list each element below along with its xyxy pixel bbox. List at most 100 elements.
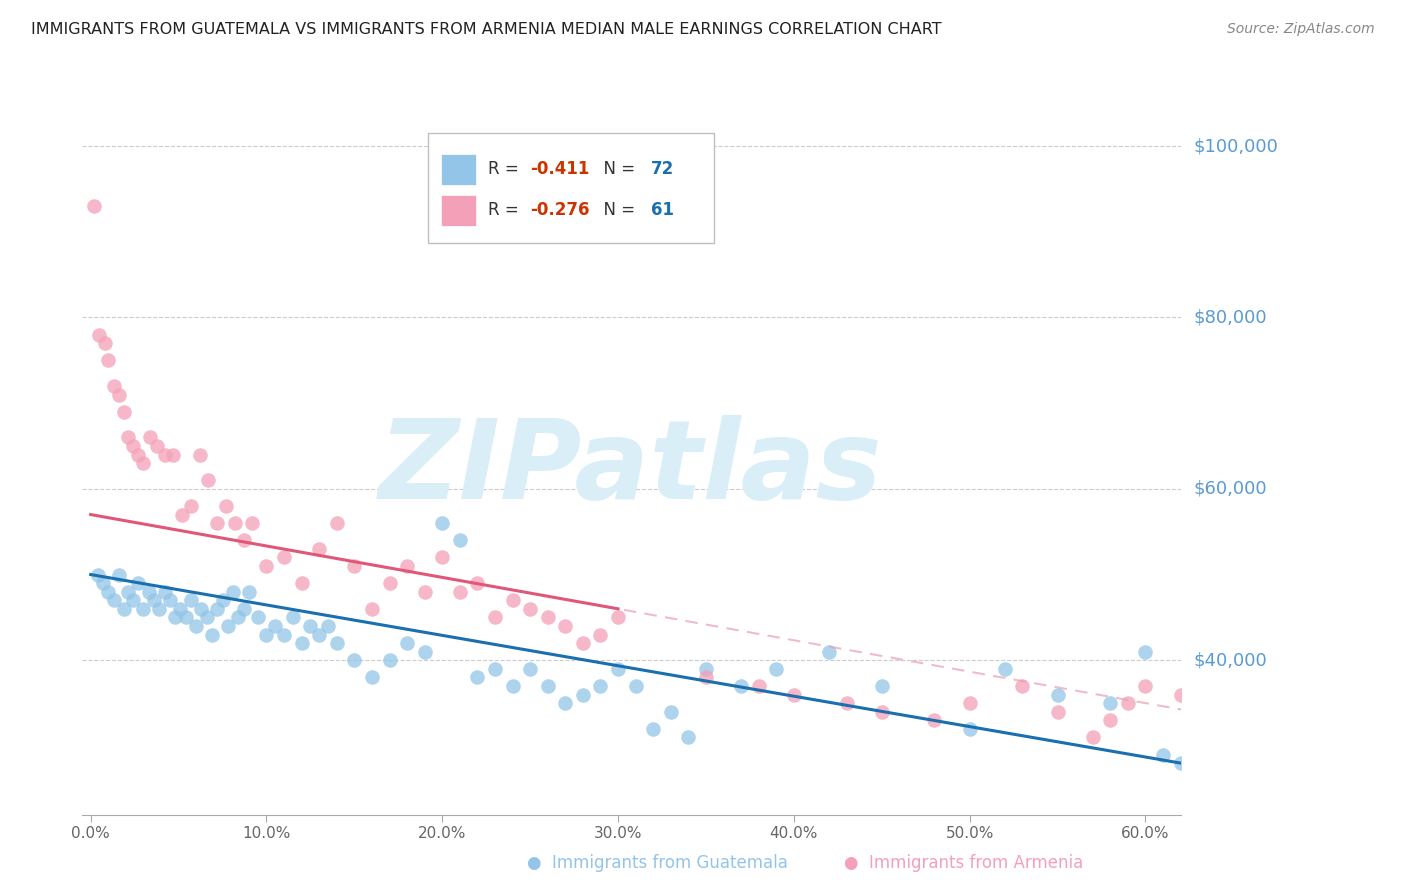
Point: [1187, 705, 1209, 719]
Point: [174, 610, 197, 624]
Point: [378, 653, 401, 667]
Point: [316, 619, 339, 633]
Text: -0.411: -0.411: [530, 161, 589, 178]
Point: [519, 662, 541, 676]
Point: [924, 713, 946, 727]
Point: [232, 602, 254, 616]
Point: [138, 584, 160, 599]
Point: [87, 567, 110, 582]
FancyBboxPatch shape: [441, 153, 477, 185]
Point: [122, 593, 145, 607]
Text: 61: 61: [651, 201, 673, 219]
Point: [994, 662, 1017, 676]
Point: [449, 584, 471, 599]
Text: ●  Immigrants from Guatemala: ● Immigrants from Guatemala: [527, 855, 789, 872]
Point: [396, 636, 419, 650]
Point: [153, 584, 176, 599]
Point: [484, 662, 506, 676]
Point: [870, 679, 893, 693]
Point: [228, 610, 250, 624]
Point: [308, 627, 330, 641]
Point: [217, 619, 239, 633]
Point: [117, 430, 139, 444]
Point: [432, 516, 454, 530]
Point: [1152, 747, 1174, 762]
Point: [361, 670, 384, 684]
Point: [1135, 679, 1157, 693]
Point: [197, 473, 219, 487]
Point: [589, 627, 612, 641]
Text: $40,000: $40,000: [1194, 651, 1267, 669]
Point: [122, 439, 145, 453]
Point: [153, 448, 176, 462]
Point: [1222, 713, 1244, 727]
Point: [783, 688, 806, 702]
FancyBboxPatch shape: [441, 194, 477, 226]
Point: [1116, 696, 1139, 710]
Point: [211, 593, 233, 607]
Point: [180, 499, 202, 513]
Point: [1011, 679, 1033, 693]
Point: [1099, 713, 1122, 727]
Point: [1170, 756, 1192, 770]
Point: [238, 584, 260, 599]
Point: [643, 722, 665, 736]
Point: [169, 602, 191, 616]
Point: [730, 679, 752, 693]
Text: N =: N =: [593, 201, 640, 219]
Point: [1135, 645, 1157, 659]
Point: [165, 610, 187, 624]
Text: ●  Immigrants from Armenia: ● Immigrants from Armenia: [844, 855, 1083, 872]
Point: [190, 602, 212, 616]
Text: IMMIGRANTS FROM GUATEMALA VS IMMIGRANTS FROM ARMENIA MEDIAN MALE EARNINGS CORREL: IMMIGRANTS FROM GUATEMALA VS IMMIGRANTS …: [31, 22, 942, 37]
Point: [172, 508, 194, 522]
Point: [108, 387, 131, 401]
Point: [572, 636, 595, 650]
Point: [572, 688, 595, 702]
Point: [146, 439, 169, 453]
Point: [143, 593, 166, 607]
Point: [132, 456, 155, 470]
Point: [695, 662, 717, 676]
Point: [659, 705, 682, 719]
Point: [127, 576, 149, 591]
Point: [215, 499, 238, 513]
Point: [127, 448, 149, 462]
Point: [159, 593, 181, 607]
Point: [537, 679, 560, 693]
Point: [449, 533, 471, 548]
Point: [554, 619, 576, 633]
Point: [624, 679, 647, 693]
Point: [607, 610, 630, 624]
Point: [232, 533, 254, 548]
Point: [396, 558, 419, 573]
Point: [112, 405, 135, 419]
Point: [537, 610, 560, 624]
Point: [1046, 705, 1069, 719]
Point: [180, 593, 202, 607]
Point: [748, 679, 770, 693]
Point: [112, 602, 135, 616]
Point: [484, 610, 506, 624]
Point: [467, 576, 489, 591]
Point: [1170, 688, 1192, 702]
FancyBboxPatch shape: [427, 133, 714, 244]
Text: -0.276: -0.276: [530, 201, 589, 219]
Point: [1081, 731, 1104, 745]
Point: [273, 550, 295, 565]
Point: [413, 645, 436, 659]
Point: [242, 516, 264, 530]
Text: 72: 72: [651, 161, 675, 178]
Point: [256, 558, 278, 573]
Point: [103, 593, 125, 607]
Text: $80,000: $80,000: [1194, 309, 1267, 326]
Point: [607, 662, 630, 676]
Point: [207, 516, 229, 530]
Point: [299, 619, 322, 633]
Point: [343, 558, 366, 573]
Point: [326, 636, 349, 650]
Text: N =: N =: [593, 161, 640, 178]
Point: [117, 584, 139, 599]
Point: [256, 627, 278, 641]
Point: [132, 602, 155, 616]
